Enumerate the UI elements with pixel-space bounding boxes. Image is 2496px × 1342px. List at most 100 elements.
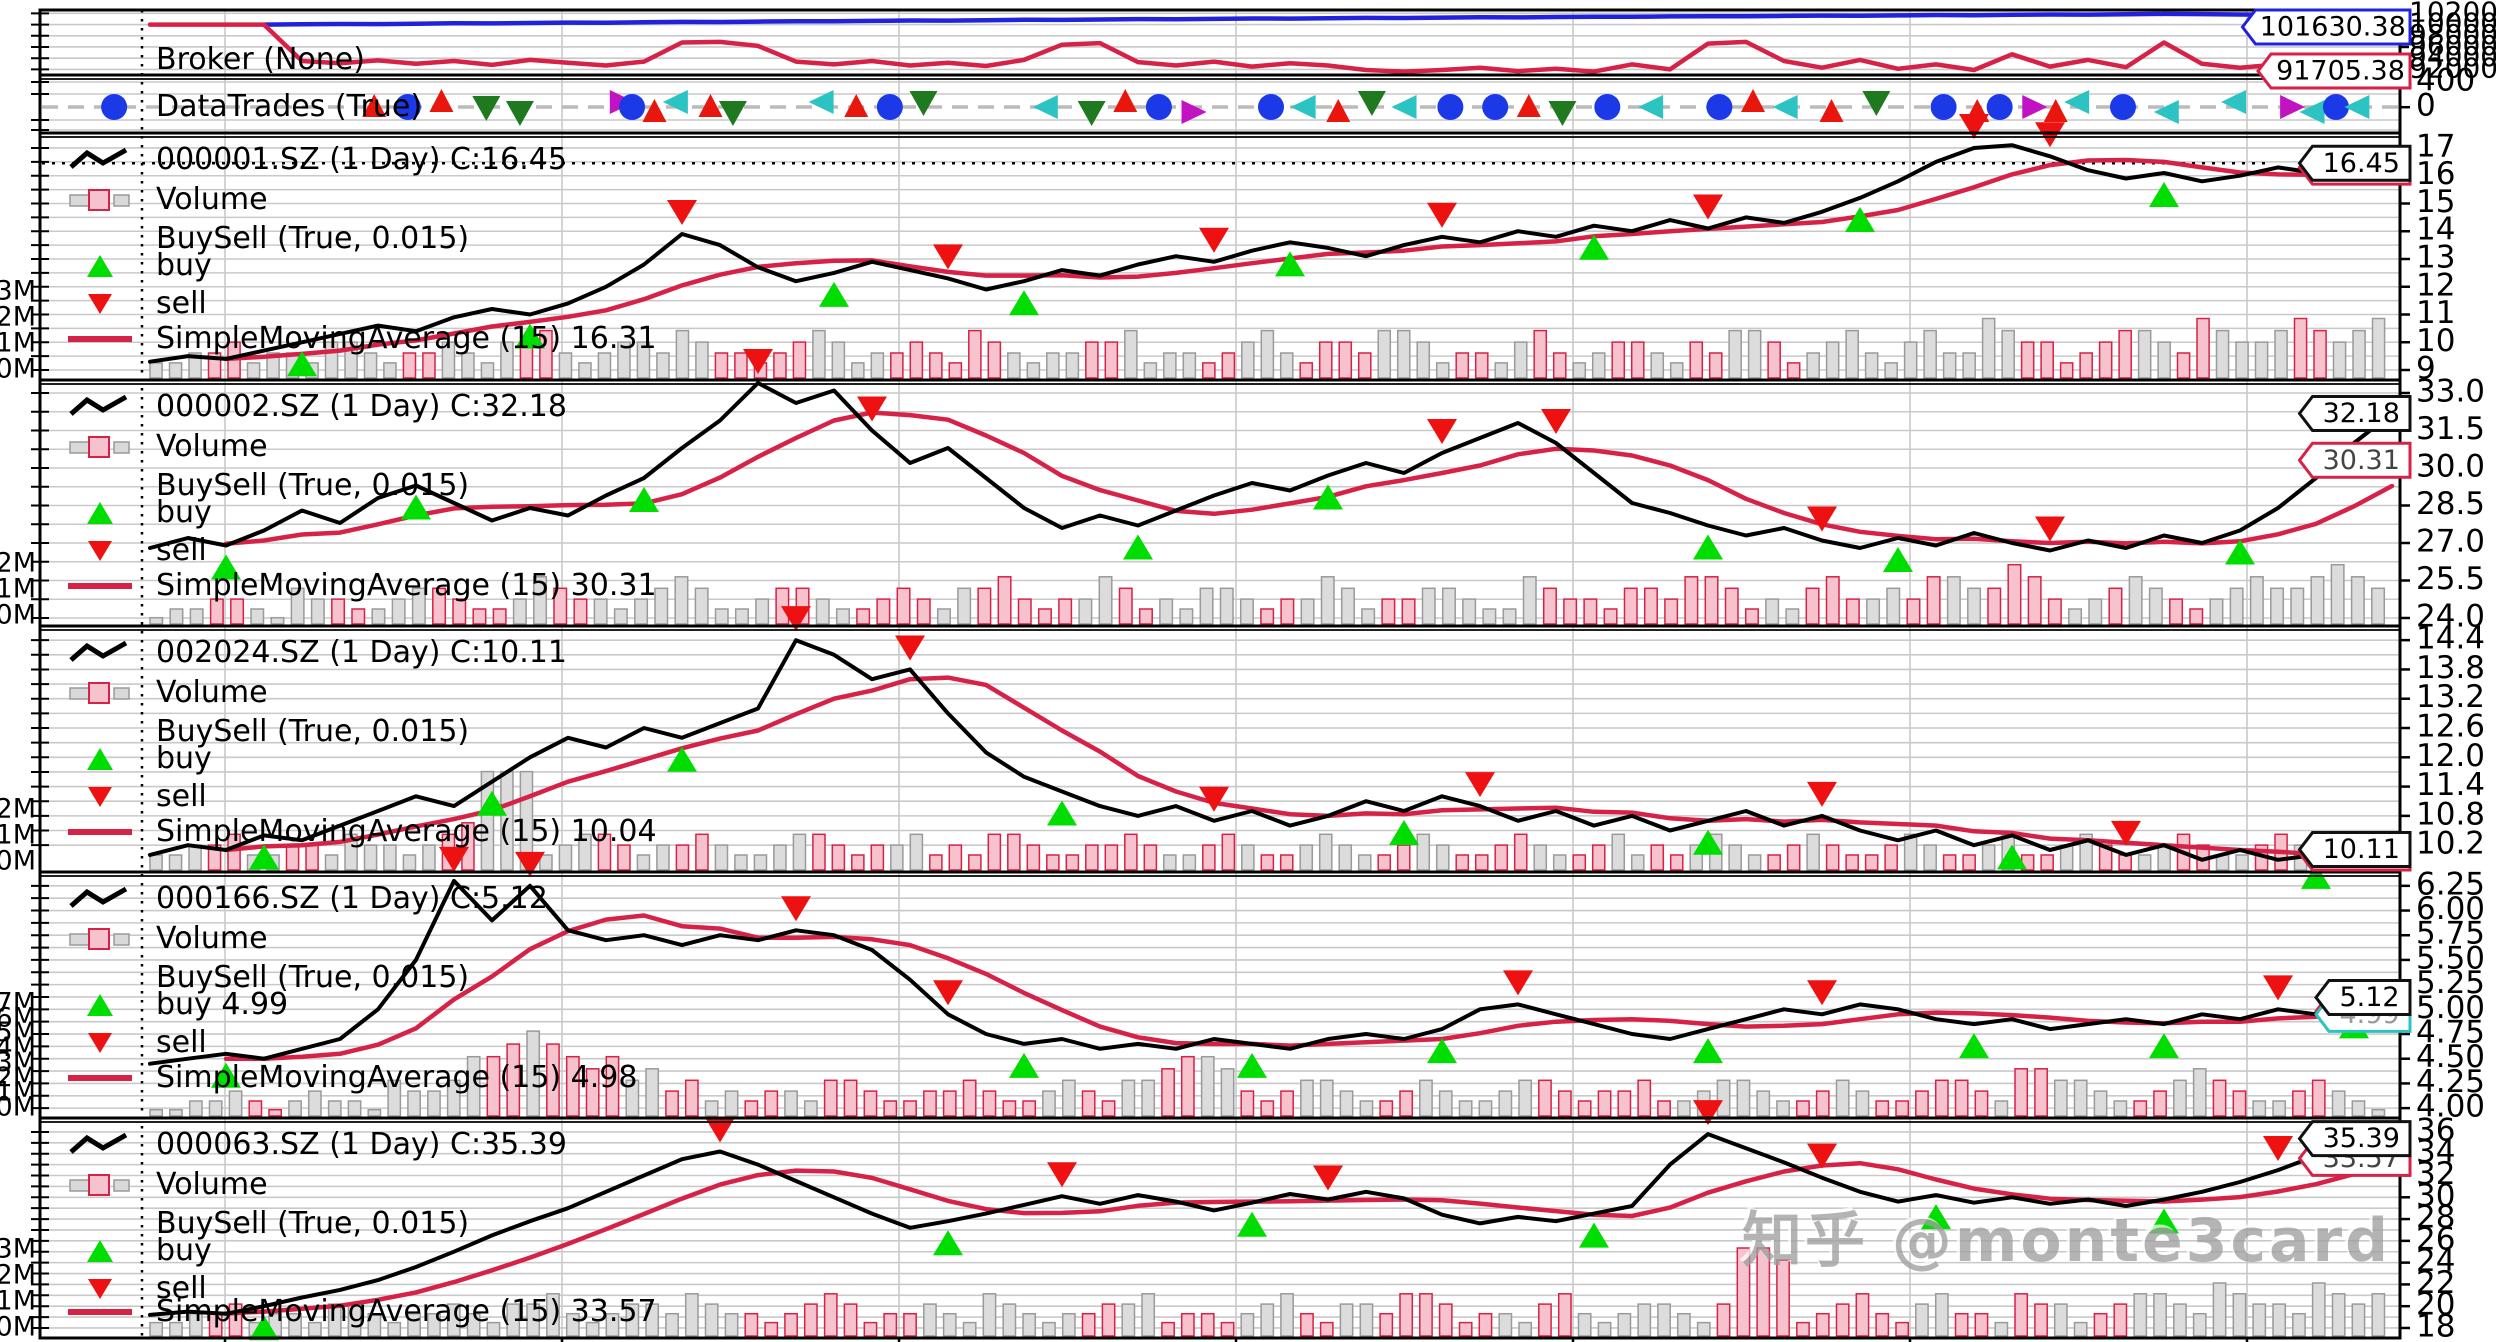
- svg-text:16.45: 16.45: [2323, 148, 2400, 179]
- legend-title-2: 002024.SZ (1 Day) C:10.11: [44, 636, 567, 670]
- svg-text:25.5: 25.5: [2416, 561, 2485, 597]
- legend-volume-3: Volume: [44, 922, 268, 956]
- legend-sell-0-label: sell: [156, 285, 207, 321]
- svg-text:30.0: 30.0: [2416, 449, 2485, 485]
- price-line-icon: [69, 147, 128, 169]
- sell-triangle-icon: [88, 1279, 112, 1299]
- svg-text:10: 10: [2416, 323, 2455, 359]
- price-line-1: [148, 381, 2394, 553]
- svg-text:3M: 3M: [0, 1234, 36, 1265]
- legend-title-4-label: 000063.SZ (1 Day) C:35.39: [156, 1126, 567, 1162]
- svg-text:4.50: 4.50: [2416, 1039, 2485, 1075]
- legend-title-1: 000002.SZ (1 Day) C:32.18: [44, 390, 567, 424]
- svg-text:2M: 2M: [0, 1062, 36, 1093]
- legend-buy-3: buy 4.99: [44, 988, 288, 1022]
- legend-broker-label: Broker (None): [156, 41, 365, 77]
- legend-buysell-4: BuySell (True, 0.015): [44, 1207, 469, 1241]
- buy-triangle-icon: [87, 994, 113, 1016]
- legend-volume-2-label: Volume: [156, 674, 268, 710]
- legend-buy-4-label: buy: [156, 1232, 212, 1268]
- legend-buysell-0: BuySell (True, 0.015): [44, 222, 469, 256]
- legend-sma-3-label: SimpleMovingAverage (15) 4.98: [156, 1059, 638, 1095]
- svg-text:4.25: 4.25: [2416, 1064, 2485, 1100]
- svg-text:0: 0: [2416, 88, 2436, 124]
- buy-triangle-icon: [87, 255, 113, 277]
- volume-bars-icon: [69, 928, 130, 950]
- legend-buy-1-label: buy: [156, 494, 212, 530]
- legend-volume-1-label: Volume: [156, 428, 268, 464]
- price-panel-2: [148, 606, 2395, 889]
- svg-text:32: 32: [2416, 1156, 2455, 1192]
- svg-text:4.00: 4.00: [2416, 1089, 2485, 1125]
- legend-title-1-label: 000002.SZ (1 Day) C:32.18: [156, 388, 567, 424]
- svg-text:98000: 98000: [2409, 18, 2496, 51]
- legend-sma-0: SimpleMovingAverage (15) 16.31: [44, 322, 657, 356]
- datatrades-panel: [42, 89, 2398, 126]
- svg-text:400: 400: [2416, 63, 2475, 99]
- svg-text:32.18: 32.18: [2323, 398, 2400, 429]
- legend-title-4: 000063.SZ (1 Day) C:35.39: [44, 1128, 567, 1162]
- svg-text:7M: 7M: [0, 988, 36, 1019]
- legend-buy-3-label: buy 4.99: [156, 986, 289, 1022]
- legend-sell-0: sell: [44, 287, 207, 321]
- legend-buysell-1: BuySell (True, 0.015): [44, 469, 469, 503]
- svg-text:2M: 2M: [0, 548, 36, 579]
- legend-volume-2: Volume: [44, 676, 268, 710]
- svg-text:6.25: 6.25: [2416, 866, 2485, 902]
- svg-text:1M: 1M: [0, 1286, 36, 1317]
- svg-text:3M: 3M: [0, 1047, 36, 1078]
- sell-triangle-icon: [88, 294, 112, 314]
- svg-text:101630.38: 101630.38: [2260, 12, 2406, 43]
- svg-text:0M: 0M: [0, 600, 36, 631]
- svg-text:13.8: 13.8: [2416, 650, 2485, 686]
- svg-text:10.11: 10.11: [2323, 834, 2400, 865]
- svg-text:34: 34: [2416, 1134, 2455, 1170]
- legend-buy-2-label: buy: [156, 740, 212, 776]
- legend-sma-2: SimpleMovingAverage (15) 10.04: [44, 815, 657, 849]
- gridlines: [40, 10, 2400, 1338]
- legend-buysell-4-label: BuySell (True, 0.015): [156, 1205, 470, 1241]
- svg-text:4.75: 4.75: [2416, 1015, 2485, 1051]
- legend-sma-1-label: SimpleMovingAverage (15) 30.31: [156, 567, 657, 603]
- legend-volume-3-label: Volume: [156, 920, 268, 956]
- svg-text:0M: 0M: [0, 354, 36, 385]
- legend-buysell-3-label: BuySell (True, 0.015): [156, 959, 470, 995]
- svg-text:5.25: 5.25: [2416, 965, 2485, 1001]
- svg-text:26: 26: [2416, 1221, 2455, 1257]
- legend-sell-3-label: sell: [156, 1024, 207, 1060]
- svg-text:2M: 2M: [0, 302, 36, 333]
- svg-text:96000: 96000: [2409, 29, 2496, 62]
- legend-sma-3: SimpleMovingAverage (15) 4.98: [44, 1061, 637, 1095]
- volume-bars-icon: [69, 189, 130, 211]
- price-line-icon: [69, 640, 128, 662]
- legend-buysell-0-label: BuySell (True, 0.015): [156, 220, 470, 256]
- price-panel-0: [42, 113, 2395, 379]
- frames: [31, 8, 2402, 1342]
- legend-sma-4: SimpleMovingAverage (15) 33.57: [44, 1295, 657, 1329]
- price-panel-1: [148, 349, 2395, 625]
- svg-text:1M: 1M: [0, 820, 36, 851]
- legend-sma-2-label: SimpleMovingAverage (15) 10.04: [156, 813, 657, 849]
- legend-title-3-label: 000166.SZ (1 Day) C:5.12: [156, 880, 548, 916]
- legend-datatrades: DataTrades (True): [44, 90, 422, 124]
- legend-sell-4: sell: [44, 1272, 207, 1306]
- legend-sell-2: sell: [44, 780, 207, 814]
- legend-title-0: 000001.SZ (1 Day) C:16.45: [44, 143, 567, 177]
- svg-text:91705.38: 91705.38: [2276, 56, 2405, 87]
- legend-title-3: 000166.SZ (1 Day) C:5.12: [44, 882, 548, 916]
- price-panel-3: [148, 846, 2395, 1117]
- svg-text:30.31: 30.31: [2323, 445, 2400, 476]
- sma-line-icon: [68, 583, 132, 589]
- svg-text:1M: 1M: [0, 574, 36, 605]
- legend-buysell-1-label: BuySell (True, 0.015): [156, 467, 470, 503]
- svg-text:12: 12: [2416, 267, 2455, 303]
- legend-title-0-label: 000001.SZ (1 Day) C:16.45: [156, 141, 567, 177]
- sell-triangle-icon: [88, 541, 112, 561]
- price-panel-4: [148, 1100, 2395, 1341]
- legend-buysell-2-label: BuySell (True, 0.015): [156, 713, 470, 749]
- sma-line-2: [223, 675, 2395, 858]
- sma-line-4: [223, 1160, 2395, 1316]
- price-line-4: [148, 1132, 2394, 1317]
- legend-buy-1: buy: [44, 496, 212, 530]
